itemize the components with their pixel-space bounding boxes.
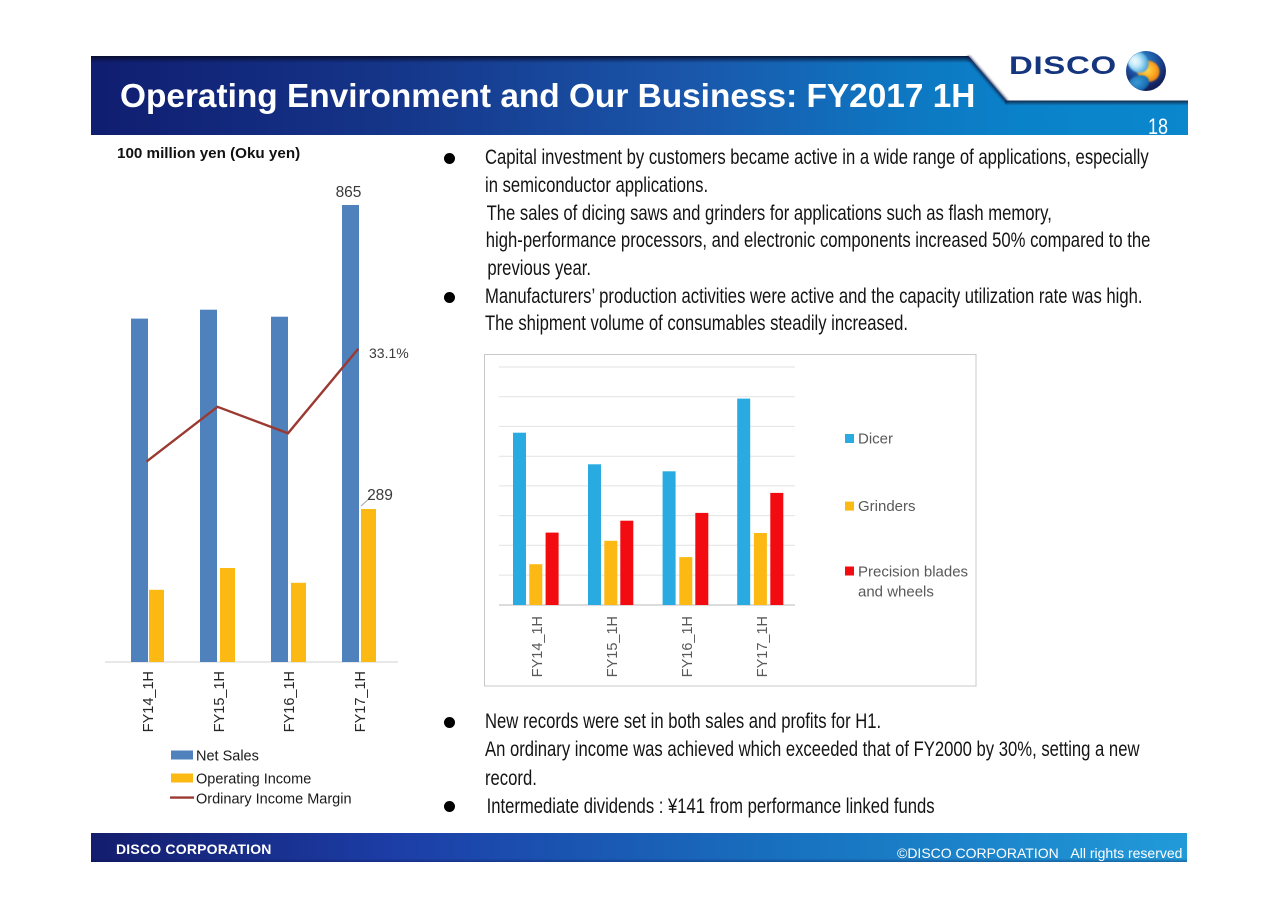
svg-text:FY15_1H: FY15_1H	[212, 671, 228, 732]
svg-text:Ordinary Income Margin: Ordinary Income Margin	[196, 792, 352, 808]
svg-text:DISCO: DISCO	[1009, 53, 1117, 80]
svg-text:FY14_1H: FY14_1H	[141, 671, 157, 732]
svg-text:FY17_1H: FY17_1H	[353, 671, 369, 732]
svg-text:289: 289	[367, 487, 393, 504]
svg-text:Dicer: Dicer	[858, 431, 893, 448]
svg-text:Grinders: Grinders	[858, 498, 916, 515]
svg-text:and wheels: and wheels	[858, 584, 934, 601]
svg-text:Net Sales: Net Sales	[196, 749, 259, 765]
svg-text:FY14_1H: FY14_1H	[530, 616, 546, 677]
svg-text:FY16_1H: FY16_1H	[282, 671, 298, 732]
svg-text:FY16_1H: FY16_1H	[680, 616, 696, 677]
svg-text:865: 865	[336, 184, 362, 201]
svg-text:FY15_1H: FY15_1H	[605, 616, 621, 677]
svg-text:FY17_1H: FY17_1H	[755, 616, 771, 677]
svg-text:Precision blades: Precision blades	[858, 564, 968, 581]
svg-text:100 million yen (Oku yen): 100 million yen (Oku yen)	[117, 145, 300, 162]
svg-text:Operating Income: Operating Income	[196, 772, 311, 788]
svg-text:33.1%: 33.1%	[369, 345, 409, 361]
